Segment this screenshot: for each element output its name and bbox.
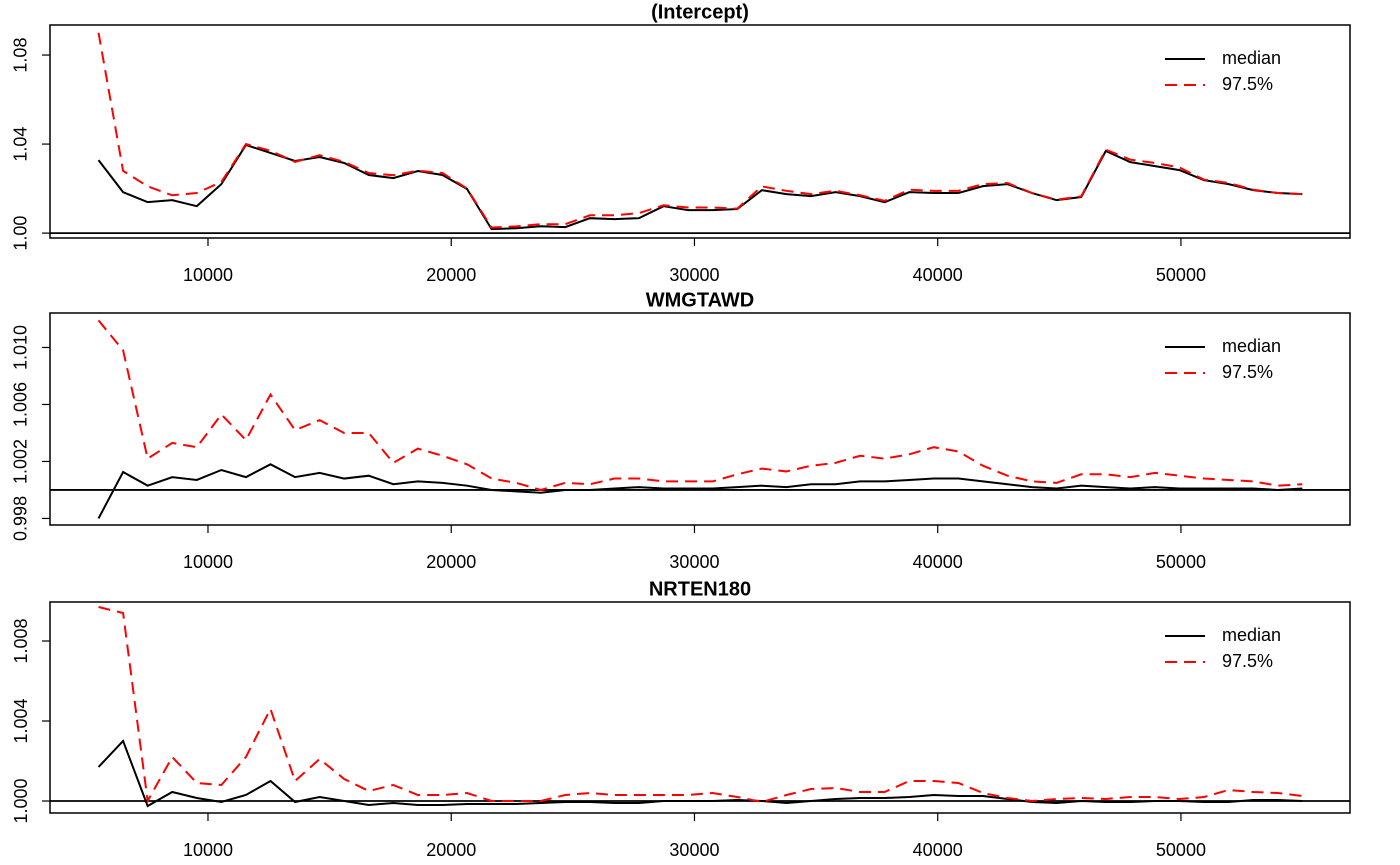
series-line xyxy=(97,319,1303,491)
series-line xyxy=(97,143,1303,231)
y-tick-label: 1.010 xyxy=(11,325,31,370)
y-tick-label: 1.08 xyxy=(11,38,31,73)
x-tick-label: 40000 xyxy=(913,840,963,860)
x-tick-label: 20000 xyxy=(426,265,476,285)
x-tick-label: 30000 xyxy=(669,552,719,572)
series-line xyxy=(97,739,1303,808)
y-tick-label: 1.00 xyxy=(11,216,31,251)
x-tick-label: 30000 xyxy=(669,840,719,860)
series-line xyxy=(97,463,1303,519)
plot-frame xyxy=(49,24,1351,239)
x-tick-label: 40000 xyxy=(913,265,963,285)
legend-label: 97.5% xyxy=(1222,651,1273,671)
x-tick-label: 10000 xyxy=(183,552,233,572)
plot-frame xyxy=(49,601,1351,814)
x-tick-label: 20000 xyxy=(426,840,476,860)
legend-label: 97.5% xyxy=(1222,74,1273,94)
panel-title: NRTEN180 xyxy=(649,578,751,600)
legend-label: 97.5% xyxy=(1222,362,1273,382)
x-tick-label: 10000 xyxy=(183,265,233,285)
y-tick-label: 0.998 xyxy=(11,496,31,541)
x-tick-label: 50000 xyxy=(1156,552,1206,572)
x-tick-label: 50000 xyxy=(1156,840,1206,860)
x-tick-label: 40000 xyxy=(913,552,963,572)
y-tick-label: 1.04 xyxy=(11,127,31,162)
legend-label: median xyxy=(1222,336,1281,356)
x-tick-label: 10000 xyxy=(183,840,233,860)
y-tick-label: 1.006 xyxy=(11,382,31,427)
series-line xyxy=(98,606,1303,805)
panel-title: (Intercept) xyxy=(651,1,749,23)
legend-label: median xyxy=(1222,48,1281,68)
y-tick-label: 1.008 xyxy=(11,618,31,663)
x-tick-label: 20000 xyxy=(426,552,476,572)
series-line xyxy=(97,32,1303,229)
y-tick-label: 1.000 xyxy=(11,778,31,823)
x-tick-label: 30000 xyxy=(669,265,719,285)
legend-label: median xyxy=(1222,625,1281,645)
y-tick-label: 1.002 xyxy=(11,439,31,484)
y-tick-label: 1.004 xyxy=(11,698,31,743)
plot-frame xyxy=(49,312,1351,526)
panel-title: WMGTAWD xyxy=(646,289,755,311)
x-tick-label: 50000 xyxy=(1156,265,1206,285)
